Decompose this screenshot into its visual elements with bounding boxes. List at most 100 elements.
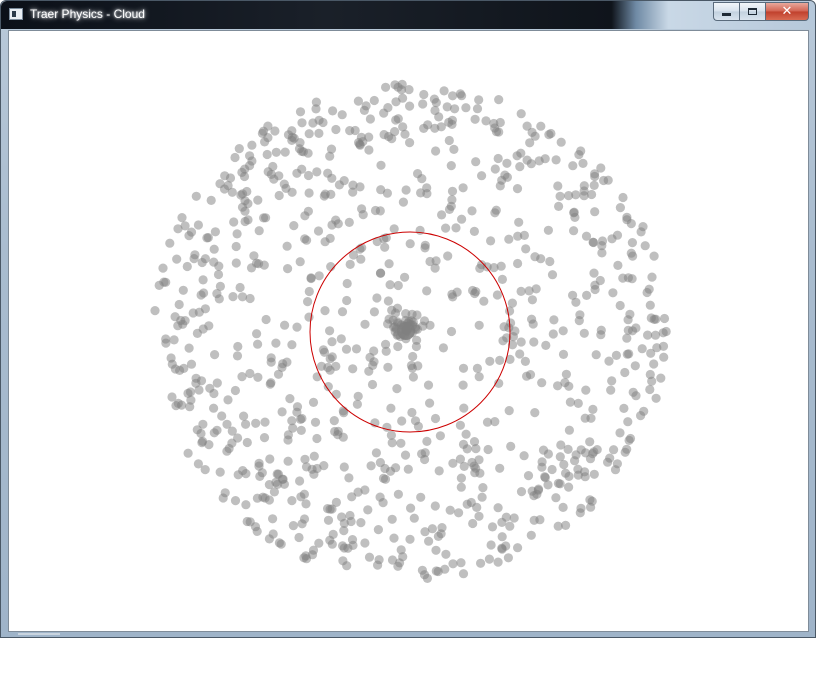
title-bar[interactable]: Traer Physics - Cloud ✕ (1, 1, 815, 29)
particle (581, 385, 591, 395)
particle (485, 356, 495, 366)
particle (255, 471, 265, 481)
close-icon: ✕ (781, 4, 793, 19)
particle (240, 216, 250, 227)
particle (228, 292, 238, 302)
particle (389, 224, 399, 234)
particle (219, 184, 230, 194)
particle (192, 328, 202, 338)
particle (239, 411, 249, 421)
particle (447, 186, 458, 196)
particle (397, 79, 407, 89)
particle (398, 122, 408, 132)
particle (613, 260, 623, 270)
particle (325, 504, 335, 514)
particle (574, 316, 584, 326)
particle (620, 447, 630, 457)
particle (509, 513, 519, 523)
particle (540, 472, 550, 482)
particle (190, 250, 200, 260)
particle (386, 430, 396, 440)
particle (383, 296, 393, 306)
particle (183, 388, 193, 398)
particle (448, 458, 458, 468)
particle (295, 414, 306, 424)
particle (360, 319, 370, 329)
particle (318, 117, 328, 128)
particle (579, 181, 589, 191)
particle (242, 437, 252, 448)
particle (306, 273, 316, 283)
particle (561, 369, 572, 379)
particle (382, 422, 392, 432)
particle (304, 188, 314, 198)
particle (215, 467, 225, 477)
particle (300, 454, 310, 464)
close-button[interactable]: ✕ (765, 2, 809, 21)
particle (458, 569, 469, 579)
particle (551, 155, 561, 165)
minimize-button[interactable] (713, 2, 739, 21)
particle (418, 99, 428, 109)
particle (268, 514, 278, 524)
particle (543, 480, 553, 490)
particle (297, 118, 307, 128)
particle (320, 306, 330, 316)
particle (245, 368, 255, 379)
particle (545, 256, 555, 267)
particle (587, 496, 597, 506)
particle-cloud[interactable] (9, 31, 809, 631)
particle (264, 534, 274, 544)
particle (261, 314, 271, 325)
particle (608, 288, 618, 298)
particle (431, 98, 441, 108)
particle (348, 364, 358, 374)
particle (604, 356, 614, 366)
particle (379, 130, 389, 140)
particle (337, 307, 348, 317)
particle (505, 306, 515, 316)
particle (230, 152, 240, 163)
particle (507, 298, 517, 308)
particle (262, 149, 272, 160)
particle (287, 416, 297, 426)
maximize-button[interactable] (739, 2, 765, 21)
particle (420, 240, 430, 250)
particle (645, 300, 655, 310)
particle (492, 290, 502, 300)
particle (430, 413, 441, 424)
particle (406, 503, 416, 513)
sketch-canvas[interactable] (8, 30, 809, 632)
particle (227, 438, 237, 448)
particle (489, 263, 499, 273)
particle (398, 93, 408, 103)
particle (626, 219, 636, 229)
particle (645, 369, 655, 380)
particle (180, 316, 190, 326)
resize-grip[interactable] (18, 633, 60, 635)
particle (184, 343, 194, 353)
particle (506, 441, 516, 451)
particle (553, 181, 563, 191)
particle (237, 167, 247, 177)
particle (513, 258, 523, 269)
app-icon[interactable] (9, 8, 23, 20)
particle (338, 406, 348, 416)
mouse-ring[interactable] (309, 231, 511, 433)
particle (325, 233, 335, 243)
particle (301, 499, 311, 509)
particle (210, 350, 220, 360)
particle (554, 201, 564, 211)
particle (375, 268, 386, 278)
particle (505, 354, 515, 364)
particle (367, 379, 378, 390)
particle (582, 290, 592, 300)
particle (150, 306, 160, 316)
particle (576, 445, 586, 455)
particle (271, 147, 281, 157)
particle (457, 214, 467, 224)
particle (470, 114, 480, 124)
particle (260, 417, 270, 427)
particle (528, 319, 538, 329)
particle (543, 225, 554, 235)
